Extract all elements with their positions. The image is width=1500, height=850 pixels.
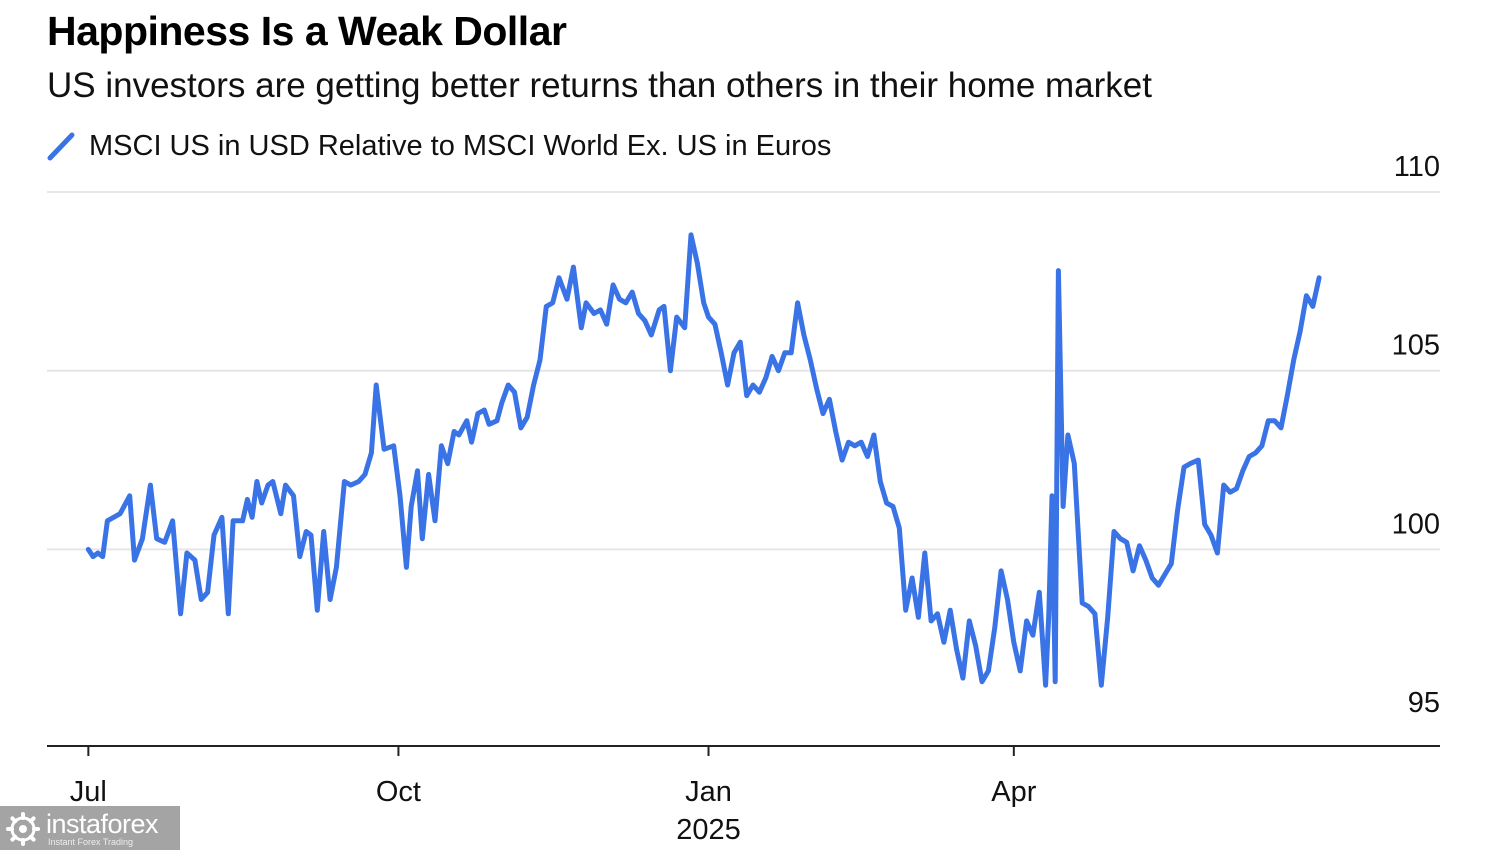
- legend-label: MSCI US in USD Relative to MSCI World Ex…: [89, 129, 832, 162]
- x-tick-label-jan: Jan: [685, 776, 732, 808]
- y-axis-ticks: 95 100 105 110: [1392, 151, 1440, 719]
- legend-swatch-icon: [47, 132, 75, 161]
- gear-icon: [6, 812, 40, 846]
- x-tick-label-apr: Apr: [991, 776, 1036, 808]
- x-year-label: 2025: [676, 814, 741, 846]
- y-tick-label-95: 95: [1408, 687, 1440, 719]
- plot-area: [85, 232, 1322, 688]
- y-tick-label-105: 105: [1392, 330, 1440, 362]
- series-line-0: [85, 232, 1322, 688]
- watermark-tagline: Instant Forex Trading: [48, 837, 134, 847]
- x-tick-label-oct: Oct: [376, 776, 421, 808]
- legend: MSCI US in USD Relative to MSCI World Ex…: [47, 128, 831, 164]
- chart-title: Happiness Is a Weak Dollar: [47, 8, 567, 54]
- watermark-brand: instaforex: [46, 809, 159, 839]
- watermark: instaforex Instant Forex Trading: [0, 806, 180, 850]
- y-tick-label-110: 110: [1394, 151, 1440, 183]
- x-axis: Jul Oct Jan Apr 2025: [47, 745, 1440, 846]
- y-tick-label-100: 100: [1392, 508, 1440, 540]
- x-tick-label-jul: Jul: [70, 776, 107, 808]
- chart-subtitle: US investors are getting better returns …: [47, 66, 1152, 105]
